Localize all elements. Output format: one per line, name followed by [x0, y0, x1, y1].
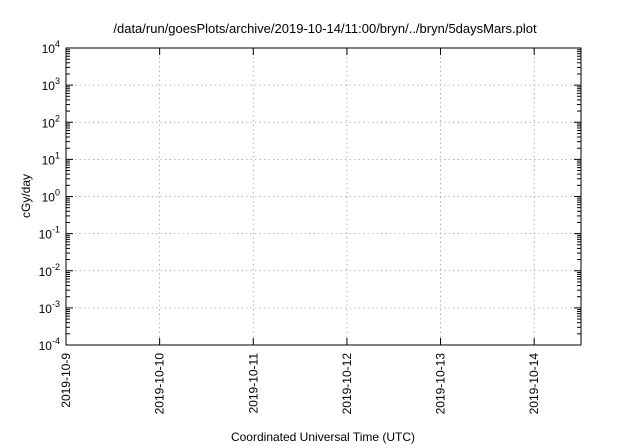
- y-tick-label-base: 10: [42, 153, 56, 167]
- y-tick-label-base: 10: [42, 79, 56, 93]
- x-tick-label: 2019-10-9: [59, 353, 73, 408]
- y-tick-label: 104: [42, 39, 60, 56]
- y-tick-label-base: 10: [42, 191, 56, 205]
- x-tick-label: 2019-10-13: [434, 353, 448, 415]
- y-tick-label: 10-3: [39, 299, 60, 316]
- y-tick-label-exponent: -1: [52, 225, 60, 235]
- y-tick-label: 102: [42, 113, 60, 130]
- y-tick-label-exponent: 3: [55, 76, 60, 86]
- x-axis-tick-labels: 2019-10-9 2019-10-10 2019-10-11 2019-10-12 2…: [59, 353, 541, 415]
- x-tick-label: 2019-10-10: [153, 353, 167, 415]
- y-tick-label-exponent: -2: [52, 262, 60, 272]
- x-tick-label: 2019-10-14: [527, 353, 541, 415]
- y-tick-label-exponent: 4: [55, 39, 60, 49]
- x-axis-label: Coordinated Universal Time (UTC): [231, 430, 415, 444]
- y-tick-label-base: 10: [42, 42, 56, 56]
- x-tick-label: 2019-10-12: [340, 353, 354, 415]
- y-tick-label-base: 10: [39, 228, 53, 242]
- y-tick-label-exponent: -4: [52, 336, 60, 346]
- y-tick-label-base: 10: [39, 265, 53, 279]
- y-tick-label-base: 10: [42, 116, 56, 130]
- y-tick-label: 10-2: [39, 262, 60, 279]
- axis-ticks: [65, 47, 581, 346]
- y-tick-label: 10-4: [39, 336, 60, 353]
- y-tick-label: 100: [42, 188, 60, 205]
- y-tick-label-base: 10: [39, 302, 53, 316]
- y-tick-label: 10-1: [39, 225, 60, 242]
- y-tick-label-exponent: 1: [55, 150, 60, 160]
- x-tick-label: 2019-10-11: [246, 353, 260, 414]
- y-tick-label: 101: [42, 150, 60, 167]
- y-axis-label: cGy/day: [19, 174, 33, 218]
- y-tick-label-exponent: 2: [55, 113, 60, 123]
- y-tick-label-exponent: 0: [55, 188, 60, 198]
- chart-title: /data/run/goesPlots/archive/2019-10-14/1…: [113, 21, 537, 36]
- y-tick-label: 103: [42, 76, 60, 93]
- y-tick-label-exponent: -3: [52, 299, 60, 309]
- grid: [66, 48, 581, 345]
- y-tick-label-base: 10: [39, 339, 53, 353]
